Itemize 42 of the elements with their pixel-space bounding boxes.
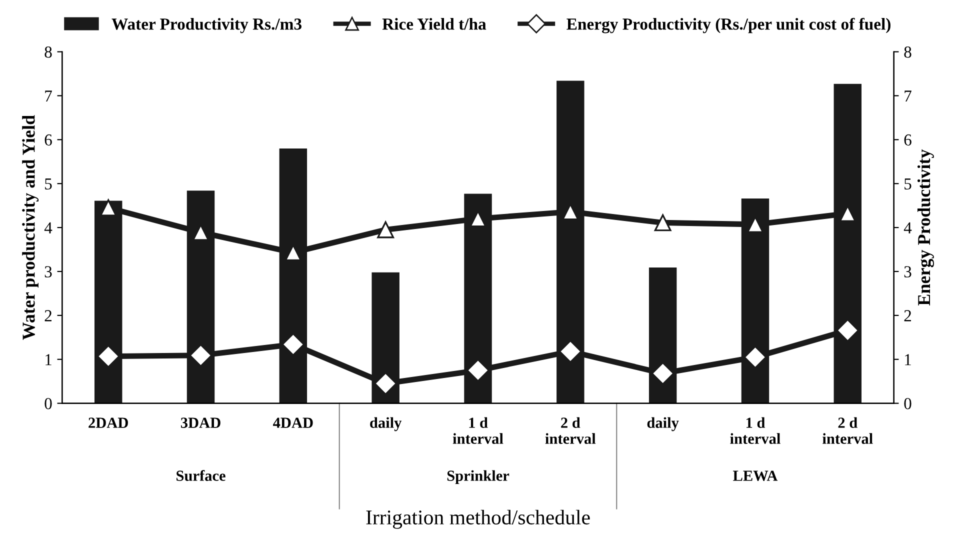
point: [836, 318, 860, 342]
y2-tick-label: 1: [905, 354, 911, 366]
y2-tick-label: 3: [904, 266, 912, 278]
y2-tick-label: 8: [904, 46, 912, 58]
text: Sprinkler: [447, 470, 510, 484]
y2-tick-label: 7: [904, 90, 912, 102]
x-tick-label: daily: [370, 417, 402, 432]
y2-tick-label: 0: [904, 398, 912, 410]
point: [466, 358, 490, 382]
y2-axis-title: Energy Productivity: [917, 149, 934, 306]
x-axis-title: Irrigation method/schedule: [366, 510, 590, 529]
y2-tick-label: 4: [904, 222, 912, 234]
x-tick-label: 2 d interval: [545, 417, 596, 444]
point: [744, 346, 767, 369]
y-tick-label: 0: [44, 398, 52, 410]
legend-label: Water Productivity Rs./m3: [112, 18, 302, 34]
y-tick-label: 4: [44, 222, 52, 234]
x-tick-label: 1 d interval: [730, 417, 780, 444]
y-tick-label: 5: [45, 178, 52, 190]
y-axis-title: Water productivity and Yield: [22, 115, 39, 340]
x-tick-label: 2 d interval: [822, 417, 873, 444]
y-tick-label: 3: [44, 266, 52, 278]
y2-tick-label: 6: [904, 134, 912, 146]
point: [654, 214, 672, 232]
x-tick-label: 3DAD: [180, 418, 220, 428]
text: LEWA: [733, 470, 778, 482]
legend-label: Rice Yield t/ha: [382, 18, 486, 30]
y-tick-label: 7: [45, 90, 52, 102]
y-tick-label: 8: [44, 46, 52, 58]
y-tick-label: 1: [46, 354, 52, 366]
x-tick-label: 4DAD: [273, 418, 313, 428]
legend-label: Energy Productivity (Rs./per unit cost of fuel): [566, 18, 890, 34]
y-tick-label: 6: [44, 134, 52, 146]
point: [96, 344, 120, 368]
y-tick-label: 2: [44, 310, 52, 322]
x-tick-label: 2DAD: [88, 418, 128, 428]
text: Surface: [176, 470, 226, 481]
x-tick-label: daily: [647, 417, 679, 432]
y2-tick-label: 2: [904, 310, 911, 322]
x-tick-label: 1 d interval: [452, 417, 504, 444]
y2-tick-label: 5: [904, 178, 912, 190]
point: [377, 221, 394, 238]
